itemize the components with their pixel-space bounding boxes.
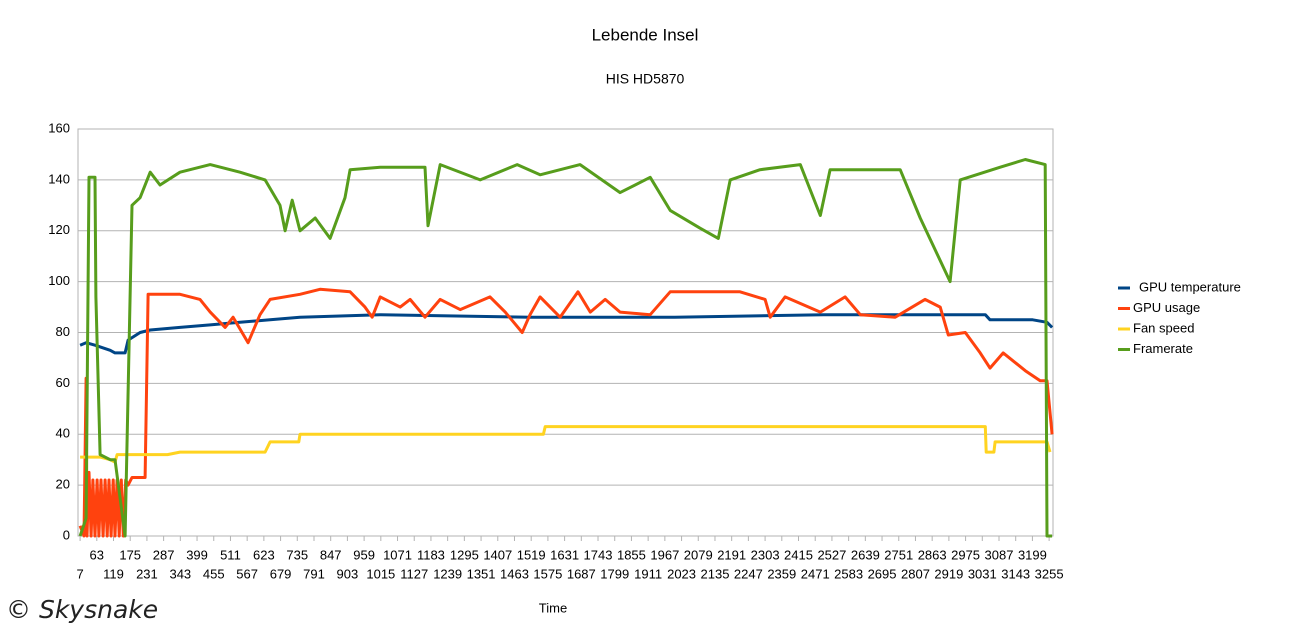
x-tick-label: 2975 [951, 547, 980, 562]
y-tick-label: 140 [48, 171, 70, 186]
x-tick-label: 1687 [567, 566, 596, 581]
x-tick-label: 735 [286, 547, 308, 562]
x-tick-label: 2695 [868, 566, 897, 581]
y-tick-label: 40 [56, 426, 70, 441]
y-tick-label: 120 [48, 222, 70, 237]
x-tick-label: 567 [236, 566, 258, 581]
x-tick-label: 2471 [801, 566, 830, 581]
x-tick-label: 1295 [450, 547, 479, 562]
legend-label: Framerate [1133, 341, 1193, 356]
x-tick-label: 2191 [717, 547, 746, 562]
x-tick-label: 847 [320, 547, 342, 562]
x-tick-label: 1351 [467, 566, 496, 581]
legend-label: GPU temperature [1139, 279, 1241, 294]
y-tick-label: 20 [56, 477, 70, 492]
x-tick-label: 3087 [985, 547, 1014, 562]
x-tick-label: 903 [337, 566, 359, 581]
x-tick-label: 1015 [366, 566, 395, 581]
x-tick-label: 2247 [734, 566, 763, 581]
x-tick-label: 511 [220, 547, 241, 562]
x-tick-label: 1799 [600, 566, 629, 581]
x-tick-label: 1127 [400, 566, 428, 581]
x-tick-label: 1575 [533, 566, 562, 581]
series-line [78, 158, 1053, 538]
x-tick-label: 2919 [934, 566, 963, 581]
x-tick-label: 3255 [1035, 566, 1064, 581]
x-tick-label: 1071 [383, 547, 412, 562]
chart-title: Lebende Insel [592, 25, 699, 44]
watermark: © Skysnake [6, 595, 158, 624]
x-tick-label: 2807 [901, 566, 930, 581]
chart-subtitle: HIS HD5870 [606, 71, 685, 87]
x-tick-label: 7 [76, 566, 83, 581]
x-tick-label: 1631 [550, 547, 579, 562]
series-line [80, 425, 1052, 464]
x-tick-label: 623 [253, 547, 275, 562]
x-tick-label: 2079 [684, 547, 713, 562]
x-tick-label: 175 [119, 547, 141, 562]
legend-label: Fan speed [1133, 320, 1194, 335]
x-tick-label: 2751 [884, 547, 913, 562]
x-tick-label: 1407 [483, 547, 512, 562]
x-tick-label: 231 [136, 566, 158, 581]
x-axis-label: Time [539, 600, 567, 615]
x-tick-label: 1183 [417, 547, 445, 562]
x-tick-label: 455 [203, 566, 225, 581]
x-tick-label: 1463 [500, 566, 529, 581]
x-tick-label: 1519 [517, 547, 546, 562]
x-tick-label: 2527 [817, 547, 846, 562]
x-tick-label: 119 [103, 566, 124, 581]
x-tick-label: 2415 [784, 547, 813, 562]
x-tick-label: 3199 [1018, 547, 1047, 562]
series-line [79, 313, 1054, 355]
x-tick-label: 3143 [1001, 566, 1030, 581]
y-tick-label: 160 [48, 120, 70, 135]
x-tick-label: 63 [90, 547, 104, 562]
x-tick-label: 2583 [834, 566, 863, 581]
x-tick-label: 3031 [968, 566, 997, 581]
y-tick-label: 60 [56, 375, 70, 390]
y-tick-label: 0 [63, 527, 70, 542]
x-tick-label: 1855 [617, 547, 646, 562]
x-tick-label: 343 [169, 566, 191, 581]
x-tick-label: 1743 [584, 547, 613, 562]
y-tick-label: 100 [48, 273, 70, 288]
x-tick-label: 1911 [634, 566, 662, 581]
y-tick-label: 80 [56, 324, 70, 339]
x-tick-label: 2639 [851, 547, 880, 562]
x-tick-label: 1239 [433, 566, 462, 581]
x-tick-label: 399 [186, 547, 208, 562]
x-tick-label: 959 [353, 547, 375, 562]
x-tick-label: 2023 [667, 566, 696, 581]
series-line [78, 287, 1054, 538]
x-tick-label: 2359 [767, 566, 796, 581]
x-tick-label: 1967 [650, 547, 679, 562]
x-tick-label: 791 [303, 566, 325, 581]
x-tick-label: 287 [153, 547, 175, 562]
x-tick-label: 2135 [701, 566, 730, 581]
x-tick-label: 679 [270, 566, 292, 581]
x-tick-label: 2863 [918, 547, 947, 562]
x-tick-label: 2303 [751, 547, 780, 562]
legend-label: GPU usage [1133, 300, 1200, 315]
